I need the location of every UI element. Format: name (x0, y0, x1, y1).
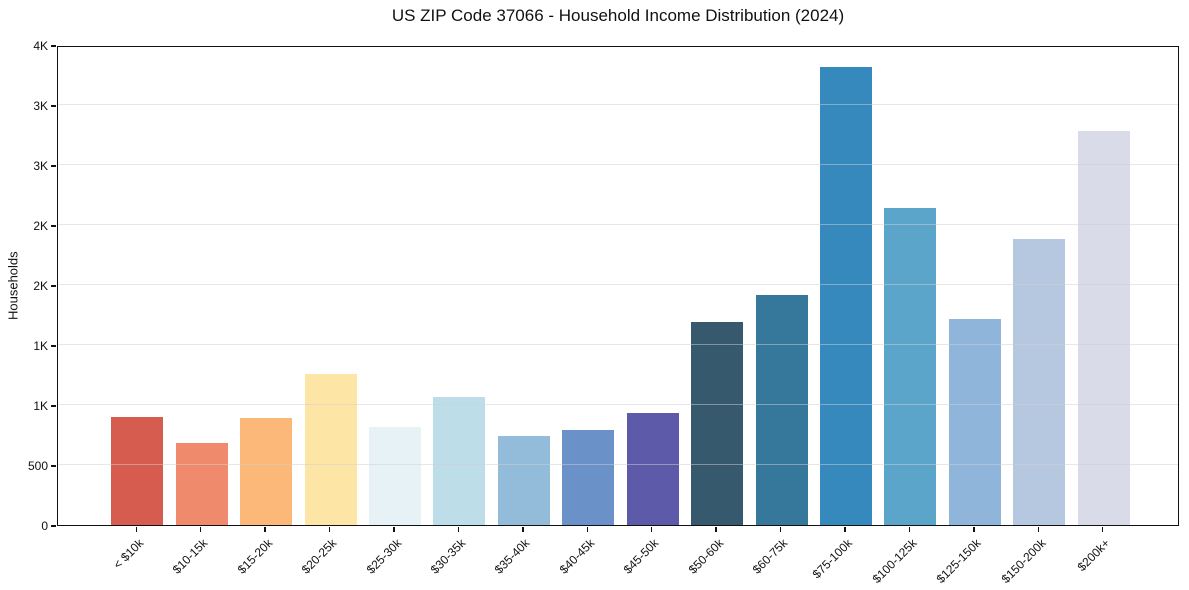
bar-7 (497, 436, 550, 525)
y-tick-label: 500 (27, 458, 48, 473)
x-tick-mark (328, 526, 331, 532)
x-tick-label: $60-75k (749, 536, 791, 577)
x-tick-label: $100-125k (869, 536, 920, 587)
bar-6 (433, 396, 486, 525)
gridline (58, 104, 1178, 105)
x-tick-mark (908, 526, 911, 532)
x-tick-mark (844, 526, 846, 532)
y-tick-mark (51, 165, 56, 167)
x-tick-label: $75-100k (809, 536, 855, 582)
gridline (58, 344, 1178, 345)
bar-8 (562, 429, 615, 525)
x-tick-mark (393, 526, 395, 532)
x-tick-mark (264, 526, 266, 532)
x-tick-mark (1102, 526, 1104, 532)
x-tick-label: $10-15k (169, 536, 211, 577)
x-tick-label: < $10k (110, 536, 147, 572)
bar-4 (304, 373, 357, 525)
y-tick-mark (51, 225, 56, 227)
y-tick-label: 0 (41, 518, 48, 533)
x-tick-label: $125-150k (933, 536, 984, 587)
x-tick-mark (199, 526, 202, 532)
bar-11 (755, 294, 808, 525)
y-tick-mark (51, 105, 56, 107)
x-tick-label: $200k+ (1074, 536, 1113, 574)
y-tick-label: 2K (33, 278, 48, 293)
y-tick-mark (51, 405, 56, 407)
x-tick-mark (135, 526, 137, 532)
bar-2 (175, 443, 228, 525)
gridline (58, 284, 1178, 285)
x-tick-label: $25-30k (363, 536, 404, 577)
x-tick-label: $20-25k (298, 536, 340, 577)
x-tick-mark (973, 526, 975, 532)
bar-3 (240, 417, 293, 525)
y-tick-label: 2K (33, 218, 48, 233)
gridline (58, 164, 1178, 165)
y-tick-label: 3K (33, 98, 48, 113)
bar-14 (948, 318, 1001, 525)
x-axis-label-area: < $10k $10-15k $15-20k $20-25k $25-30k $30-35… (57, 527, 1179, 587)
x-tick-label: $40-45k (556, 536, 598, 577)
bar-10 (691, 321, 744, 525)
y-tick-mark (51, 45, 56, 47)
plot-area (57, 46, 1179, 526)
y-tick-mark (51, 525, 56, 527)
x-tick-mark (586, 526, 588, 532)
bar-13 (884, 208, 937, 525)
x-tick-mark (522, 526, 524, 532)
y-tick-label: 4K (33, 38, 48, 53)
gridline (58, 224, 1178, 225)
bar-15 (1013, 238, 1066, 525)
x-tick-label: $15-20k (234, 536, 275, 577)
x-tick-label: $35-40k (492, 536, 533, 577)
y-tick-label: 1K (33, 398, 48, 413)
x-tick-mark (715, 526, 717, 532)
chart-title: US ZIP Code 37066 - Household Income Dis… (391, 6, 845, 25)
x-tick-label: $150-200k (998, 536, 1049, 587)
y-tick-label: 1K (33, 338, 48, 353)
x-tick-mark (457, 526, 460, 532)
x-tick-mark (779, 526, 782, 532)
x-tick-label: $50-60k (685, 536, 727, 577)
y-tick-mark (51, 345, 56, 347)
x-tick-mark (651, 526, 653, 532)
bar-5 (368, 426, 421, 525)
x-tick-label: $30-35k (427, 536, 469, 577)
x-tick-label: $45-50k (621, 536, 662, 577)
y-tick-label: 3K (33, 158, 48, 173)
gridline (58, 404, 1178, 405)
bar-12 (820, 66, 873, 525)
bar-9 (626, 413, 679, 525)
y-tick-mark (51, 465, 56, 467)
y-tick-mark (51, 285, 56, 287)
x-tick-mark (1037, 526, 1040, 532)
bar-16 (1077, 131, 1130, 525)
bar-1 (111, 417, 164, 525)
